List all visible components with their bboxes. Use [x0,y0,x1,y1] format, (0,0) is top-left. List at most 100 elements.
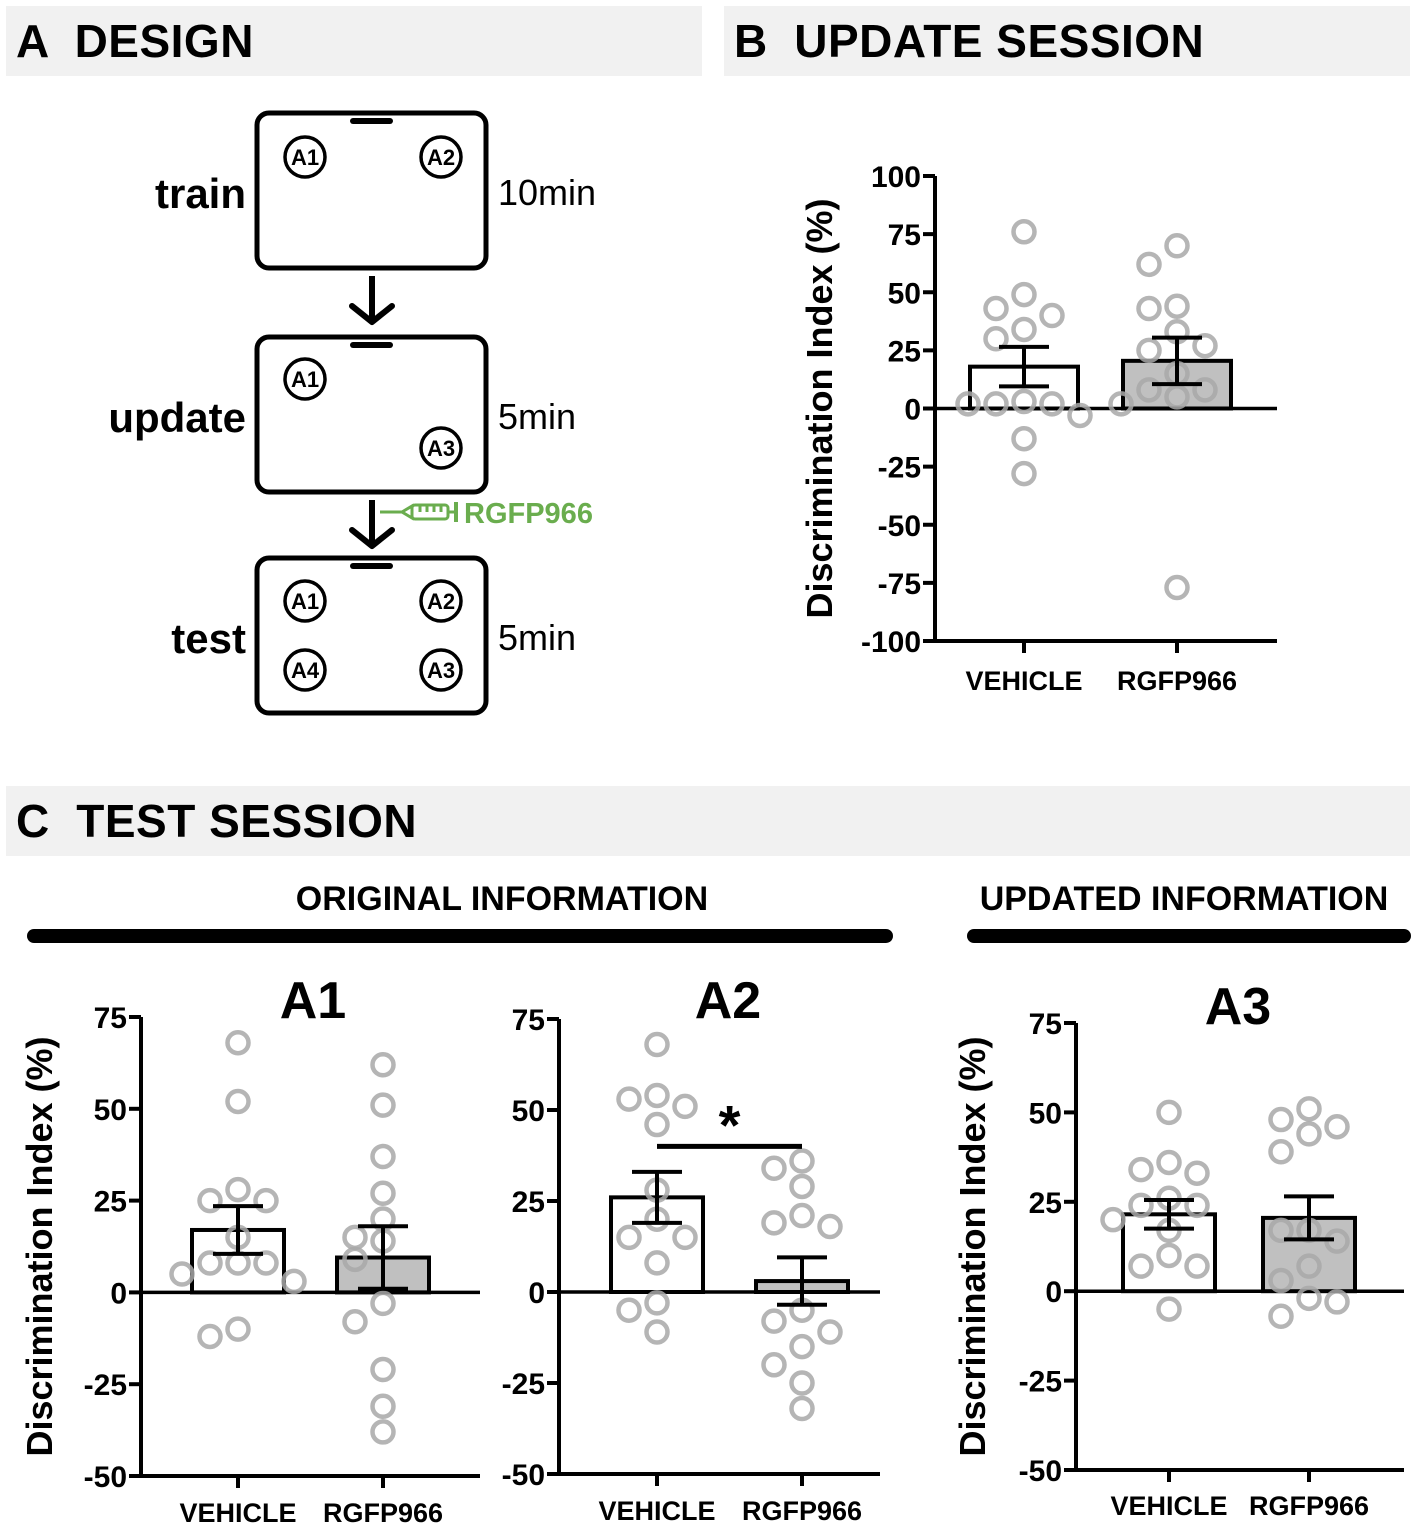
panel-c-header: C TEST SESSION [6,786,1410,856]
chart-test-a1-point-rgfp966 [370,1419,396,1445]
chart-test-a1-ytick-label: -25 [84,1369,127,1402]
group-original-label: ORIGINAL INFORMATION [296,880,708,918]
object-label-A1: A1 [291,367,319,392]
chart-test-a3-point-rgfp966 [1296,1121,1322,1147]
chart-test-a3-point-vehicle [1128,1156,1154,1183]
chart-test-a1-point-vehicle [281,1268,307,1295]
object-label-A1: A1 [291,589,319,614]
chart-update-point-rgfp966 [1136,251,1162,278]
stage-label-update: update [108,394,246,441]
flow-arrow-head-icon [349,527,395,549]
chart-test-a1-point-rgfp966 [370,1180,396,1207]
object-label-A3: A3 [427,658,455,683]
chart-test-a3-point-vehicle [1156,1296,1182,1322]
object-label-A1: A1 [291,145,319,170]
chart-update-point-vehicle [1011,281,1037,308]
chart-test-a3-point-rgfp966 [1268,1217,1294,1244]
object-circle-A1 [283,579,327,623]
object-circle-A4 [283,648,327,692]
chart-test-a1-ytick-label: 25 [94,1186,127,1219]
chart-update-point-vehicle [1011,425,1037,452]
chart-test-a1-ytick-label: 50 [94,1094,127,1127]
object-circle-A1 [283,357,327,401]
chart-test-a3-point-vehicle [1156,1099,1182,1126]
chart-test-a3-point-rgfp966 [1296,1096,1322,1122]
object-circle-A1 [283,135,327,179]
object-label-A3: A3 [427,436,455,461]
chart-test-a2-ytick-label: -25 [502,1368,545,1401]
chart-update-point-vehicle [1011,316,1037,343]
chart-test-a2-ytick-label: 25 [512,1186,545,1219]
chart-test-a2-point-rgfp966 [761,1352,787,1378]
chart-update-ytick-label: 100 [871,161,921,194]
chart-test-a1-point-rgfp966 [370,1393,396,1419]
chart-test-a2-point-vehicle [672,1224,698,1251]
chart-update-point-vehicle [983,326,1009,352]
chart-test-a1-point-vehicle [225,1029,251,1056]
chart-update-ytick-label: 0 [904,394,921,427]
object-circle-A3 [419,426,463,470]
chart-update-point-vehicle [1039,391,1065,417]
chart-test-a1-point-vehicle [197,1323,223,1350]
chart-test-a3-ytick-label: -25 [1019,1366,1062,1399]
object-label-A2: A2 [427,145,455,170]
chart-test-a2-point-rgfp966 [789,1370,815,1396]
stage-duration-train: 10min [498,172,596,213]
chart-test-a3-point-rgfp966 [1324,1289,1350,1315]
chart-test-a1: A1 Discrimination Index (%) 75 50 25 0 -25 -50 V… [19,972,480,1528]
chart-update-point-vehicle [1011,219,1037,245]
chart-update-point-rgfp966 [1136,295,1162,322]
syringe-icon [380,502,458,522]
chart-update-xtick-label: RGFP966 [1117,666,1237,696]
design-diagram: train 10min A1 A2 update 5min A1 A3 test 5min A1 A2… [108,110,596,716]
group-updated-label: UPDATED INFORMATION [980,880,1389,918]
chart-test-a2-point-rgfp966 [789,1173,815,1200]
stage-duration-update: 5min [498,396,576,437]
chart-test-a3: A3 Discrimination Index (%) 75 50 25 0 -25 -50 V… [952,978,1404,1521]
chart-test-a3-point-vehicle [1184,1253,1210,1279]
chart-test-a2-point-rgfp966 [761,1308,787,1334]
chart-update-ytick-label: 25 [888,335,921,368]
chart-test-a1-point-vehicle [169,1261,195,1287]
chart-update-ytick-label: -50 [878,510,921,543]
chart-test-a2-point-rgfp966 [817,1213,843,1240]
chart-test-a2-point-vehicle [644,1290,670,1316]
chart-test-a3-point-vehicle [1128,1253,1154,1279]
chart-test-a3-point-vehicle [1184,1160,1210,1186]
chart-test-a1-point-vehicle [225,1176,251,1203]
chart-test-a1-point-rgfp966 [342,1246,368,1273]
chart-test-a3-point-rgfp966 [1268,1267,1294,1294]
chart-test-a1-point-rgfp966 [370,1092,396,1118]
syringe-barrel [410,503,450,521]
chart-test-a2-point-rgfp966 [789,1202,815,1229]
panel-a-header: A DESIGN [6,6,702,76]
chart-test-a1-point-rgfp966 [342,1224,368,1251]
chart-test-a3-point-vehicle [1100,1206,1126,1233]
flow-arrow-head-icon [349,303,395,325]
chart-test-a3-ylabel: Discrimination Index (%) [952,1036,993,1456]
chart-test-a1-point-rgfp966 [370,1290,396,1317]
chart-test-a1-xtick-label: RGFP966 [323,1498,443,1528]
chart-test-a1-point-rgfp966 [370,1356,396,1383]
chart-test-a1-point-vehicle [253,1187,279,1214]
chart-update-point-rgfp966 [1164,384,1190,410]
chart-test-a1-ytick-label: 75 [94,1002,127,1035]
stage-label-train: train [155,170,246,217]
arena-box-update [254,334,489,495]
chart-update-point-rgfp966 [1136,337,1162,364]
chart-test-a2-point-vehicle [644,1031,670,1058]
chart-test-a1-point-vehicle [225,1316,251,1342]
chart-test-a1-point-vehicle [197,1187,223,1214]
chart-update-point-vehicle [1067,402,1093,429]
chart-update-ytick-label: -75 [878,568,921,601]
chart-update-ytick-label: -100 [861,626,921,659]
chart-update-point-vehicle [1011,388,1037,415]
chart-test-a3-ytick-label: 75 [1029,1008,1062,1041]
chart-test-a3-point-rgfp966 [1324,1113,1350,1140]
chart-test-a2: A2 75 50 25 0 -25 -50 VEHICLE RGFP966 * [502,972,880,1526]
chart-test-a1-ylabel: Discrimination Index (%) [19,1036,60,1456]
chart-test-a3-xtick-label: VEHICLE [1110,1491,1227,1521]
chart-test-a3-ytick-label: 50 [1029,1097,1062,1130]
chart-test-a2-point-rgfp966 [789,1395,815,1422]
chart-update-point-rgfp966 [1164,574,1190,601]
